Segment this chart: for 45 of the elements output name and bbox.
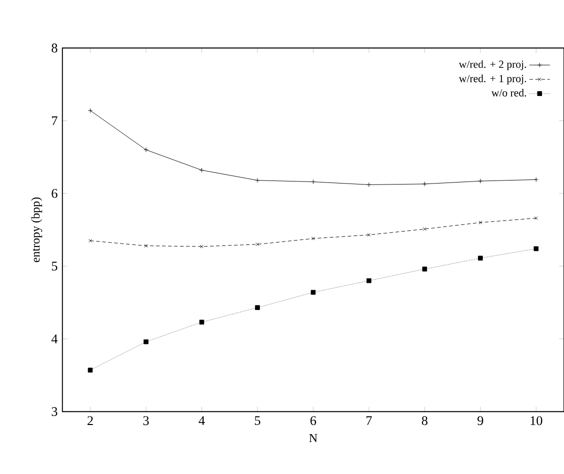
point bbox=[199, 320, 204, 325]
point bbox=[534, 216, 538, 220]
y-axis-title: entropy (bpp) bbox=[31, 198, 42, 262]
point bbox=[422, 227, 426, 231]
point bbox=[199, 168, 204, 173]
point bbox=[88, 238, 92, 242]
x-tick-label: 9 bbox=[478, 416, 484, 426]
y-tick-label: 5 bbox=[52, 262, 58, 271]
point bbox=[200, 244, 204, 248]
x-tick-label: 5 bbox=[254, 416, 260, 425]
x-axis-title: N bbox=[309, 434, 318, 442]
x-tick-label: 10 bbox=[530, 416, 542, 426]
point bbox=[310, 179, 316, 184]
point bbox=[310, 290, 316, 295]
point bbox=[88, 368, 93, 373]
point bbox=[478, 256, 483, 261]
point bbox=[367, 233, 371, 237]
point bbox=[255, 178, 260, 183]
point bbox=[144, 244, 148, 248]
y-tick-label: 6 bbox=[52, 189, 58, 198]
point bbox=[422, 182, 428, 186]
y-tick-label: 4 bbox=[51, 334, 58, 344]
x-tick-label: 4 bbox=[198, 416, 205, 425]
point bbox=[144, 339, 148, 344]
point bbox=[144, 147, 148, 152]
point bbox=[256, 242, 260, 246]
point bbox=[422, 266, 428, 272]
point bbox=[311, 236, 315, 240]
point bbox=[366, 182, 372, 188]
y-tick-label: 7 bbox=[52, 116, 58, 126]
x-tick-label: 2 bbox=[88, 416, 93, 425]
point bbox=[255, 305, 260, 310]
point bbox=[366, 278, 372, 284]
legend-label: w/o red. bbox=[491, 88, 526, 96]
x-tick-label: 7 bbox=[366, 416, 372, 425]
point bbox=[534, 246, 539, 252]
x-tick-label: 3 bbox=[143, 416, 149, 426]
legend-label: w/red. + 1 proj. bbox=[458, 74, 526, 84]
legend-label: w/red. + 2 proj. bbox=[458, 60, 526, 70]
x-tick-label: 6 bbox=[310, 416, 316, 426]
point bbox=[478, 178, 483, 184]
y-tick-label: 8 bbox=[52, 44, 58, 52]
x-tick-label: 8 bbox=[422, 416, 428, 426]
point bbox=[478, 220, 482, 224]
y-tick-label: 3 bbox=[52, 407, 58, 416]
